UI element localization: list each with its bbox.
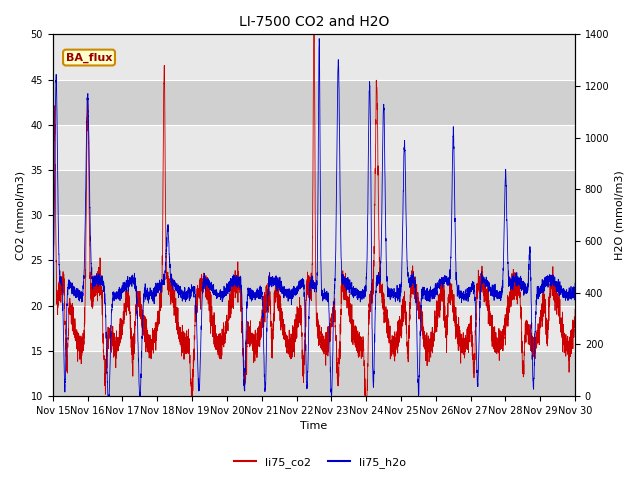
Legend: li75_co2, li75_h2o: li75_co2, li75_h2o	[230, 452, 410, 472]
Text: BA_flux: BA_flux	[66, 52, 112, 63]
Title: LI-7500 CO2 and H2O: LI-7500 CO2 and H2O	[239, 15, 389, 29]
Y-axis label: H2O (mmol/m3): H2O (mmol/m3)	[615, 170, 625, 260]
Y-axis label: CO2 (mmol/m3): CO2 (mmol/m3)	[15, 171, 25, 260]
Bar	[52, 306, 575, 351]
Bar	[52, 80, 575, 125]
Bar	[52, 351, 575, 396]
Bar	[52, 35, 575, 80]
Bar	[52, 170, 575, 215]
X-axis label: Time: Time	[300, 421, 328, 432]
Bar	[52, 261, 575, 306]
Bar	[52, 215, 575, 261]
Bar	[52, 125, 575, 170]
